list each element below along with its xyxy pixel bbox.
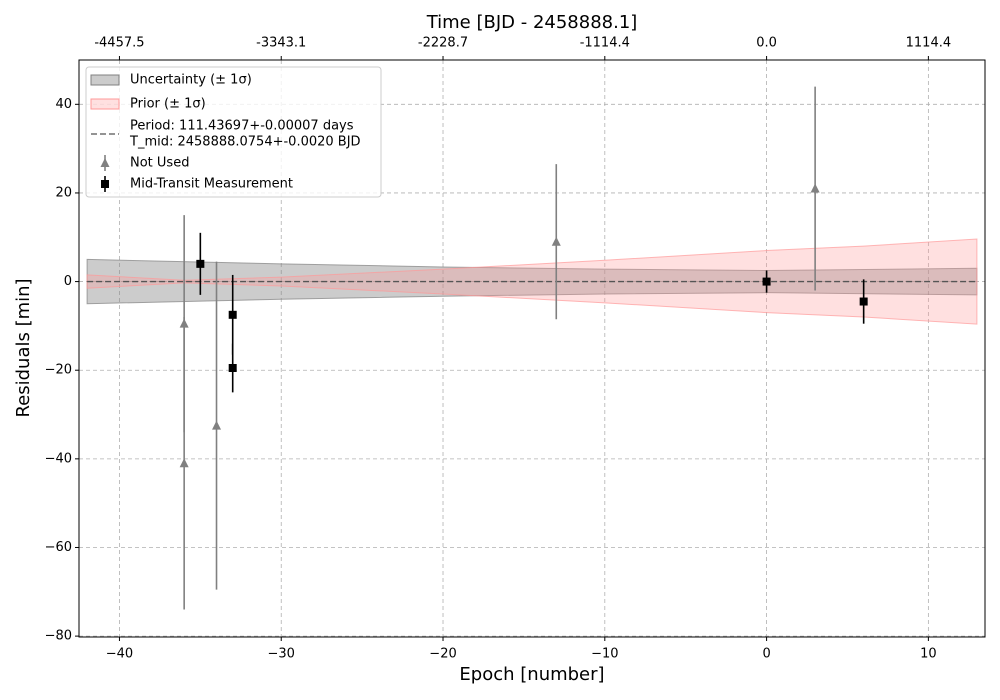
marker bbox=[859, 297, 868, 306]
marker bbox=[228, 363, 237, 372]
legend-label: T_mid: 2458888.0754+-0.0020 BJD bbox=[129, 135, 361, 150]
top-tick-label: -4457.5 bbox=[94, 36, 144, 51]
marker bbox=[212, 420, 222, 430]
y-tick-label: −40 bbox=[45, 451, 72, 466]
x-tick-label: −40 bbox=[106, 647, 133, 662]
marker bbox=[551, 236, 561, 246]
marker bbox=[179, 458, 189, 468]
x-tick-label: −30 bbox=[268, 647, 295, 662]
legend-swatch bbox=[90, 74, 120, 86]
y-tick-label: 40 bbox=[55, 97, 72, 112]
top-tick-label: -1114.4 bbox=[580, 36, 630, 51]
legend: Uncertainty (± 1σ) Prior (± 1σ) Period: 11… bbox=[85, 66, 382, 198]
marker bbox=[100, 158, 110, 167]
y-axis-label: Residuals [min] bbox=[13, 278, 34, 417]
marker bbox=[228, 310, 237, 319]
legend-swatch bbox=[90, 98, 120, 110]
y-tick-label: −20 bbox=[45, 363, 72, 378]
x-tick-label: 0 bbox=[762, 647, 770, 662]
plot-frame bbox=[78, 59, 986, 638]
marker bbox=[762, 277, 771, 286]
x-axis-label: Epoch [number] bbox=[459, 664, 604, 685]
y-tick-label: −80 bbox=[45, 629, 72, 644]
marker bbox=[196, 259, 205, 268]
x-tick-label: −10 bbox=[591, 647, 618, 662]
y-tick-label: −60 bbox=[45, 540, 72, 555]
top-tick-label: -3343.1 bbox=[256, 36, 306, 51]
x-tick-label: 10 bbox=[920, 647, 937, 662]
y-tick-label: 20 bbox=[55, 185, 72, 200]
y-tick-label: 0 bbox=[64, 274, 72, 289]
top-axis-label: Time [BJD - 2458888.1] bbox=[426, 12, 638, 33]
top-tick-label: 0.0 bbox=[756, 36, 777, 51]
legend-box bbox=[85, 66, 382, 198]
legend-label: Prior (± 1σ) bbox=[130, 97, 206, 112]
legend-label: Mid-Transit Measurement bbox=[130, 177, 293, 192]
marker bbox=[810, 183, 820, 193]
top-tick-label: 1114.4 bbox=[906, 36, 952, 51]
legend-label: Period: 111.43697+-0.00007 days bbox=[130, 119, 354, 134]
x-tick-label: −20 bbox=[429, 647, 456, 662]
legend-label: Uncertainty (± 1σ) bbox=[130, 73, 252, 88]
top-tick-label: -2228.7 bbox=[418, 36, 468, 51]
legend-label: Not Used bbox=[130, 156, 189, 171]
marker bbox=[101, 180, 109, 188]
